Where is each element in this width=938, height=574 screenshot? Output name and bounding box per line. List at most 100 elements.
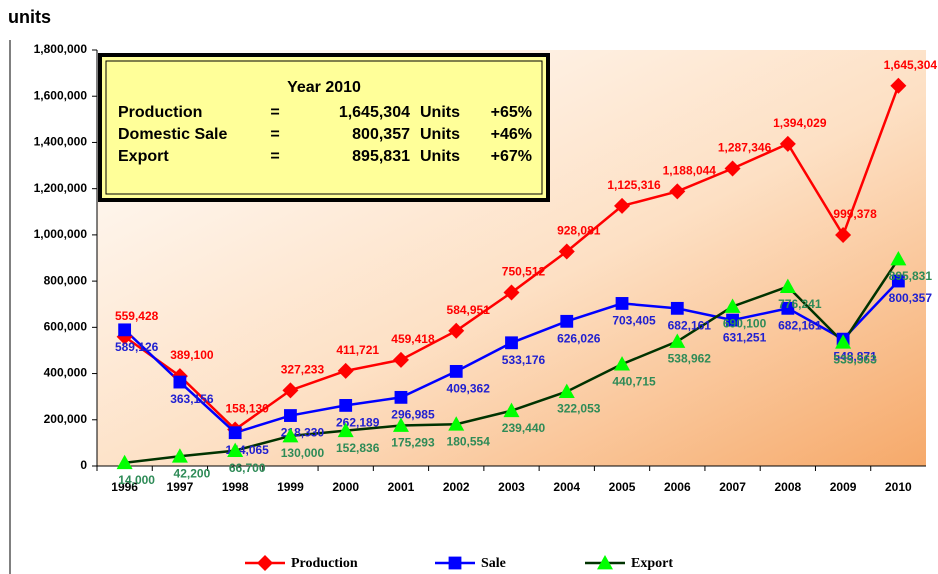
data-label: 327,233 xyxy=(281,363,325,377)
marker xyxy=(891,274,905,288)
annotation-text: Export xyxy=(118,148,169,165)
marker xyxy=(339,399,353,412)
y-tick-label: 200,000 xyxy=(44,412,88,426)
annotation-text: +46% xyxy=(491,126,532,143)
data-label: 239,440 xyxy=(502,421,546,435)
data-label: 589,126 xyxy=(115,340,159,354)
marker xyxy=(835,227,852,244)
data-label: 409,362 xyxy=(447,382,491,396)
data-label: 322,053 xyxy=(557,402,601,416)
y-tick-label: 1,200,000 xyxy=(34,181,88,195)
annotation-text: +65% xyxy=(491,104,532,121)
marker xyxy=(392,417,409,432)
data-label: 538,962 xyxy=(668,352,712,366)
y-tick-label: 600,000 xyxy=(44,320,88,334)
annotation-text: 895,831 xyxy=(352,148,410,165)
data-label: 776,241 xyxy=(778,297,822,311)
data-label: 895,831 xyxy=(889,269,933,283)
marker xyxy=(116,454,133,470)
x-tick-label: 2010 xyxy=(885,480,912,494)
marker xyxy=(505,336,518,350)
marker xyxy=(670,301,684,315)
marker xyxy=(560,314,574,328)
marker xyxy=(724,298,741,313)
marker xyxy=(890,250,907,266)
data-label: 14,000 xyxy=(118,473,155,487)
marker xyxy=(337,362,354,379)
data-label: 1,645,304 xyxy=(884,58,938,72)
data-label: 999,378 xyxy=(833,207,877,221)
data-label: 928,081 xyxy=(557,224,601,238)
data-label: 130,000 xyxy=(281,446,325,460)
annotation-text: Units xyxy=(420,148,460,165)
y-tick-label: 1,400,000 xyxy=(34,135,88,149)
data-label: 152,836 xyxy=(336,441,380,455)
marker xyxy=(227,442,244,457)
marker xyxy=(118,323,132,337)
data-label: 626,026 xyxy=(557,331,601,345)
x-tick-label: 2005 xyxy=(609,480,636,494)
marker xyxy=(558,243,575,260)
marker xyxy=(503,402,520,418)
x-tick-label: 1996 xyxy=(111,480,138,494)
annotation-text: Units xyxy=(420,104,460,121)
annotation-text: +67% xyxy=(491,148,532,165)
x-tick-label: 2004 xyxy=(553,480,580,494)
data-label: 296,985 xyxy=(391,408,435,422)
marker xyxy=(173,375,187,389)
marker xyxy=(448,322,465,339)
x-tick-label: 2007 xyxy=(719,480,746,494)
data-label: 584,951 xyxy=(447,303,491,317)
marker xyxy=(392,351,409,368)
x-tick-label: 1997 xyxy=(167,480,194,494)
marker xyxy=(669,333,686,348)
marker xyxy=(448,556,462,570)
y-tick-label: 400,000 xyxy=(44,366,88,380)
annotation-frame xyxy=(98,53,550,202)
data-label: 262,189 xyxy=(336,416,380,430)
marker xyxy=(284,409,297,422)
y-tick-label: 1,800,000 xyxy=(34,42,88,56)
data-label: 682,161 xyxy=(778,319,822,333)
x-tick-label: 2000 xyxy=(332,480,359,494)
marker xyxy=(726,313,739,327)
data-label: 42,200 xyxy=(174,466,211,480)
data-label: 411,721 xyxy=(336,343,379,357)
data-label: 440,715 xyxy=(612,374,656,388)
annotation-title: Year 2010 xyxy=(287,79,361,96)
data-label: 389,100 xyxy=(170,348,214,362)
annotation-text: Domestic Sale xyxy=(118,126,227,143)
legend-label: Production xyxy=(291,556,358,571)
marker xyxy=(282,382,299,399)
y-tick-label: 0 xyxy=(80,458,87,472)
y-tick-label: 1,600,000 xyxy=(34,88,88,102)
data-label: 1,394,029 xyxy=(773,116,827,130)
marker xyxy=(669,183,686,200)
marker xyxy=(614,197,631,214)
data-label: 703,405 xyxy=(612,314,656,328)
marker xyxy=(597,555,613,570)
annotation-text: = xyxy=(270,148,279,165)
annotation-box xyxy=(98,53,550,202)
x-tick-label: 2001 xyxy=(388,480,415,494)
marker xyxy=(724,160,741,177)
y-tick-label: 800,000 xyxy=(44,273,88,287)
annotation-text: 800,357 xyxy=(352,126,410,143)
data-label: 631,251 xyxy=(723,330,767,344)
marker xyxy=(835,334,852,349)
y-axis-label: units xyxy=(8,7,51,27)
data-label: 459,418 xyxy=(391,332,435,346)
marker xyxy=(282,427,299,443)
marker xyxy=(171,448,188,463)
data-label: 180,554 xyxy=(447,434,491,448)
x-tick-label: 2003 xyxy=(498,480,525,494)
annotation-text: = xyxy=(270,126,279,143)
marker xyxy=(614,356,631,371)
legend-label: Export xyxy=(631,556,673,571)
annotation-text: = xyxy=(270,104,279,121)
data-label: 682,161 xyxy=(668,319,712,333)
data-label: 548,871 xyxy=(833,349,877,363)
marker xyxy=(779,278,796,294)
data-label: 533,176 xyxy=(502,353,546,367)
